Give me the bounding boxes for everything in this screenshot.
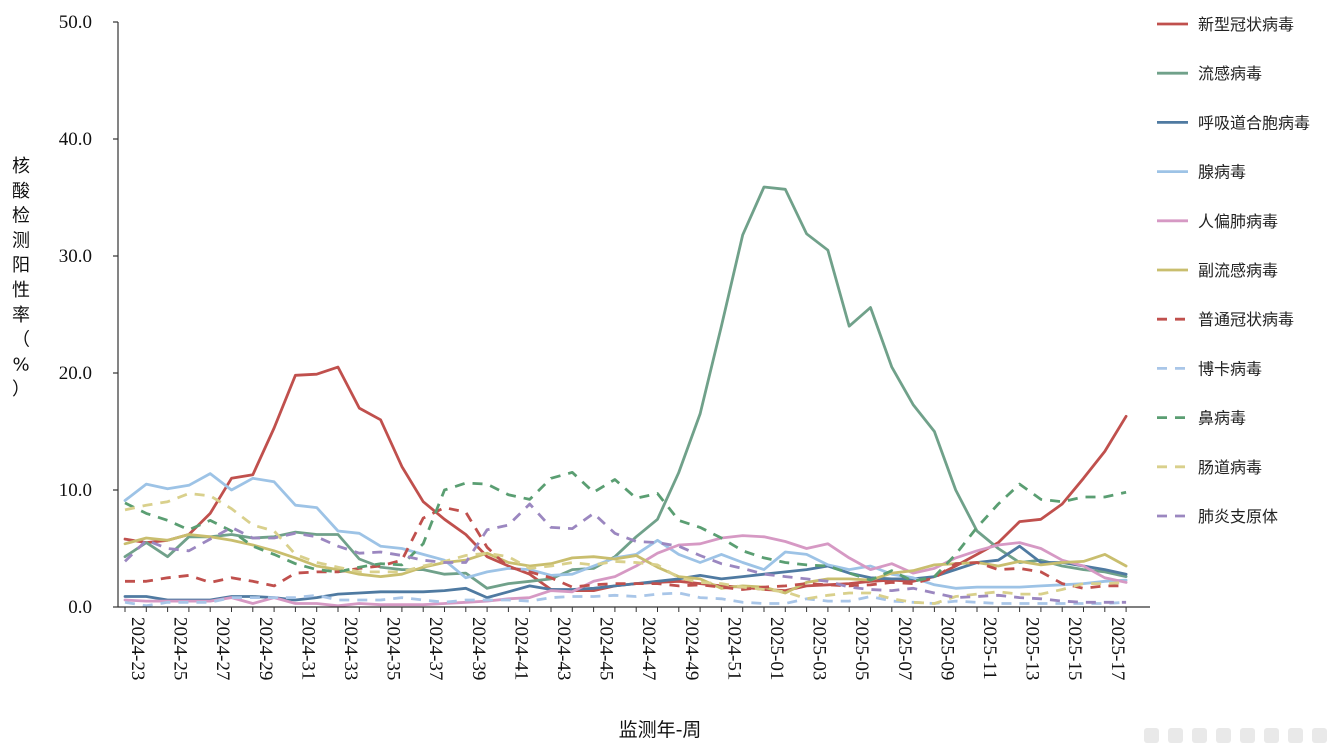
x-tick-label: 2025-07: [894, 617, 915, 680]
watermark-dot: [1312, 728, 1327, 743]
x-tick-label: 2024-49: [681, 617, 702, 680]
series-line-9: [124, 492, 1127, 605]
legend: 新型冠状病毒流感病毒呼吸道合胞病毒腺病毒人偏肺病毒副流感病毒普通冠状病毒博卡病毒…: [1157, 15, 1310, 526]
y-axis-title-char: ）: [12, 379, 30, 400]
x-tick-label: 2024-37: [425, 617, 446, 680]
x-tick-label: 2024-23: [127, 617, 148, 680]
x-tick-label: 2025-11: [979, 617, 1000, 680]
x-tick-label: 2024-45: [596, 617, 617, 680]
series-line-10: [124, 502, 1127, 604]
y-tick-label: 50.0: [59, 12, 92, 33]
x-tick-label: 2024-43: [553, 617, 574, 680]
legend-label-6: 普通冠状病毒: [1198, 310, 1294, 329]
x-tick-label: 2024-27: [212, 617, 233, 680]
legend-label-1: 流感病毒: [1198, 64, 1262, 83]
x-tick-label: 2025-13: [1022, 617, 1043, 680]
legend-label-9: 肠道病毒: [1198, 458, 1262, 477]
y-axis-title-char: 测: [12, 230, 30, 251]
x-tick-label: 2024-31: [297, 617, 318, 680]
y-axis-title-char: 阳: [12, 255, 30, 276]
x-tick-label: 2024-33: [340, 617, 361, 680]
x-tick-label: 2025-01: [766, 617, 787, 680]
watermark-dot: [1168, 728, 1183, 743]
watermark-dot: [1240, 728, 1255, 743]
watermark-dot: [1288, 728, 1303, 743]
x-tick-label: 2024-39: [468, 617, 489, 680]
x-tick-label: 2024-41: [510, 617, 531, 680]
watermark-dot: [1192, 728, 1207, 743]
y-tick-label: 30.0: [59, 246, 92, 267]
x-tick-label: 2024-51: [723, 617, 744, 680]
x-tick-label: 2025-05: [851, 617, 872, 680]
x-tick-label: 2024-35: [383, 617, 404, 680]
legend-label-7: 博卡病毒: [1198, 359, 1262, 378]
series-line-8: [124, 470, 1127, 583]
series-line-7: [124, 591, 1127, 608]
x-tick-label: 2025-09: [936, 617, 957, 680]
x-axis: 2024-23 2024-25 2024-27 2024-29 2024-31 2024-…: [118, 606, 1150, 680]
y-axis-title-char: %: [12, 354, 29, 375]
legend-label-3: 腺病毒: [1198, 163, 1246, 182]
legend-label-5: 副流感病毒: [1198, 261, 1278, 280]
series-lines: [123, 185, 1128, 608]
y-axis-title-char: 性: [12, 280, 30, 301]
legend-label-8: 鼻病毒: [1198, 409, 1246, 428]
series-line-4: [123, 534, 1128, 608]
y-tick-label: 20.0: [59, 363, 92, 384]
legend-label-0: 新型冠状病毒: [1198, 15, 1294, 34]
x-tick-label: 2025-17: [1107, 617, 1128, 680]
y-axis: 0.0 10.0 20.0 30.0 40.0 50.0: [59, 12, 119, 618]
y-tick-label: 0.0: [68, 597, 92, 618]
series-line-6: [125, 506, 1127, 591]
series-line-1: [123, 185, 1128, 590]
y-axis-title-char: 酸: [12, 181, 30, 202]
x-tick-label: 2024-25: [170, 617, 191, 680]
x-tick-label: 2025-03: [809, 617, 830, 680]
y-axis-title-char: 核: [12, 156, 30, 177]
watermark-dots: [1144, 728, 1327, 743]
y-tick-label: 40.0: [59, 129, 92, 150]
x-tick-label: 2025-15: [1064, 617, 1085, 680]
y-axis-title-char: 检: [12, 206, 30, 227]
legend-label-10: 肺炎支原体: [1198, 507, 1278, 526]
x-tick-label: 2024-47: [638, 617, 659, 680]
y-tick-label: 10.0: [59, 480, 92, 501]
x-axis-title: 监测年-周: [619, 719, 702, 741]
x-tick-label: 2024-29: [255, 617, 276, 680]
legend-label-2: 呼吸道合胞病毒: [1198, 113, 1310, 132]
y-axis-title-char: （: [12, 330, 30, 351]
watermark-dot: [1144, 728, 1159, 743]
watermark-dot: [1264, 728, 1279, 743]
watermark-dot: [1216, 728, 1231, 743]
y-axis-title-char: 率: [12, 305, 30, 326]
legend-label-4: 人偏肺病毒: [1198, 212, 1278, 231]
